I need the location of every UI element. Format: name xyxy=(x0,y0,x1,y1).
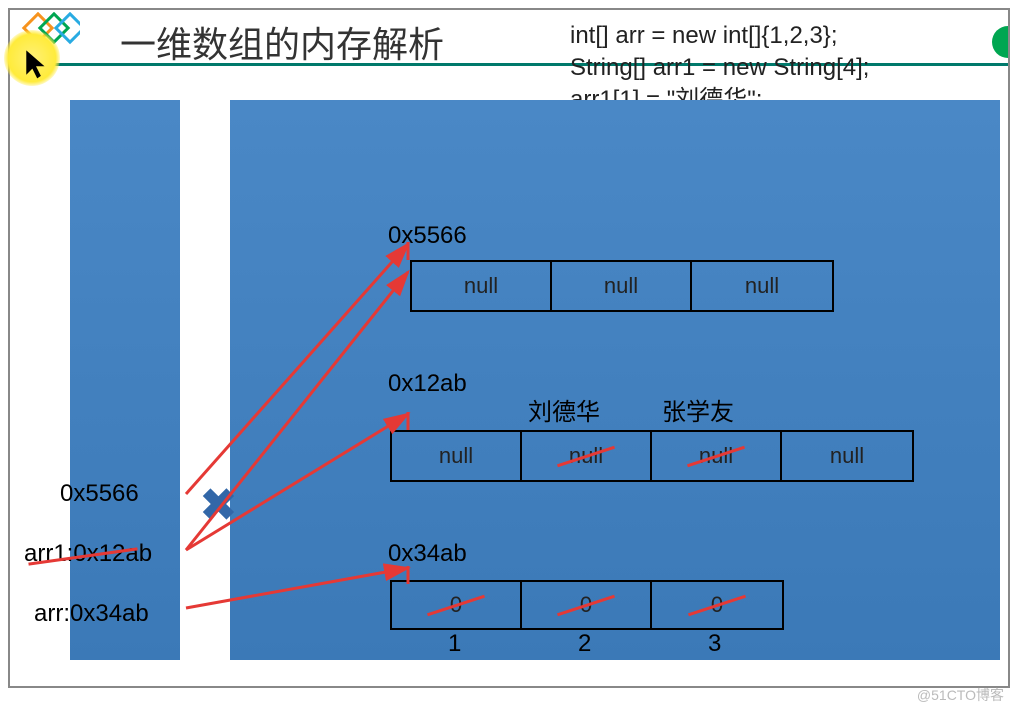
array-cell: 0 xyxy=(522,582,652,628)
heap-address: 0x34ab xyxy=(388,540,467,568)
cell-index-label: 2 xyxy=(578,630,591,658)
cell-index-label: 1 xyxy=(448,630,461,658)
code-line: String[] arr1 = new String[4]; xyxy=(570,52,869,84)
canvas-frame: 一维数组的内存解析 int[] arr = new int[]{1,2,3}; … xyxy=(8,8,1010,688)
heap-address: 0x5566 xyxy=(388,222,467,250)
strike-icon xyxy=(557,445,615,466)
cursor-icon xyxy=(22,48,50,82)
array-cell: null xyxy=(782,432,912,480)
heap-region xyxy=(230,100,1000,660)
array-cell: null xyxy=(652,432,782,480)
stack-region xyxy=(70,100,180,660)
array-cell: null xyxy=(552,262,692,310)
strike-icon xyxy=(687,445,745,466)
cell-index-label: 3 xyxy=(708,630,721,658)
array-cell: null xyxy=(412,262,552,310)
array-34ab: 000 xyxy=(390,580,784,630)
stack-var: 0x5566 xyxy=(60,480,139,508)
array-12ab: nullnullnullnull xyxy=(390,430,914,482)
strike-icon xyxy=(427,594,485,615)
watermark: @51CTO博客 xyxy=(917,685,1004,705)
array-5566: nullnullnull xyxy=(410,260,834,312)
heap-address: 0x12ab xyxy=(388,370,467,398)
array-cell: null xyxy=(692,262,832,310)
cell-override-label: 张学友 xyxy=(662,392,734,427)
array-cell: 0 xyxy=(652,582,782,628)
cross-icon: ✖ xyxy=(200,480,237,531)
array-cell: null xyxy=(522,432,652,480)
array-cell: 0 xyxy=(392,582,522,628)
page-title: 一维数组的内存解析 xyxy=(120,16,444,68)
strike-icon xyxy=(688,594,746,615)
stack-var: arr:0x34ab xyxy=(34,600,149,628)
cell-override-label: 刘德华 xyxy=(528,392,600,427)
decoration-arc xyxy=(992,26,1008,58)
strike-icon xyxy=(557,594,615,615)
array-cell: null xyxy=(392,432,522,480)
code-line: int[] arr = new int[]{1,2,3}; xyxy=(570,20,869,52)
